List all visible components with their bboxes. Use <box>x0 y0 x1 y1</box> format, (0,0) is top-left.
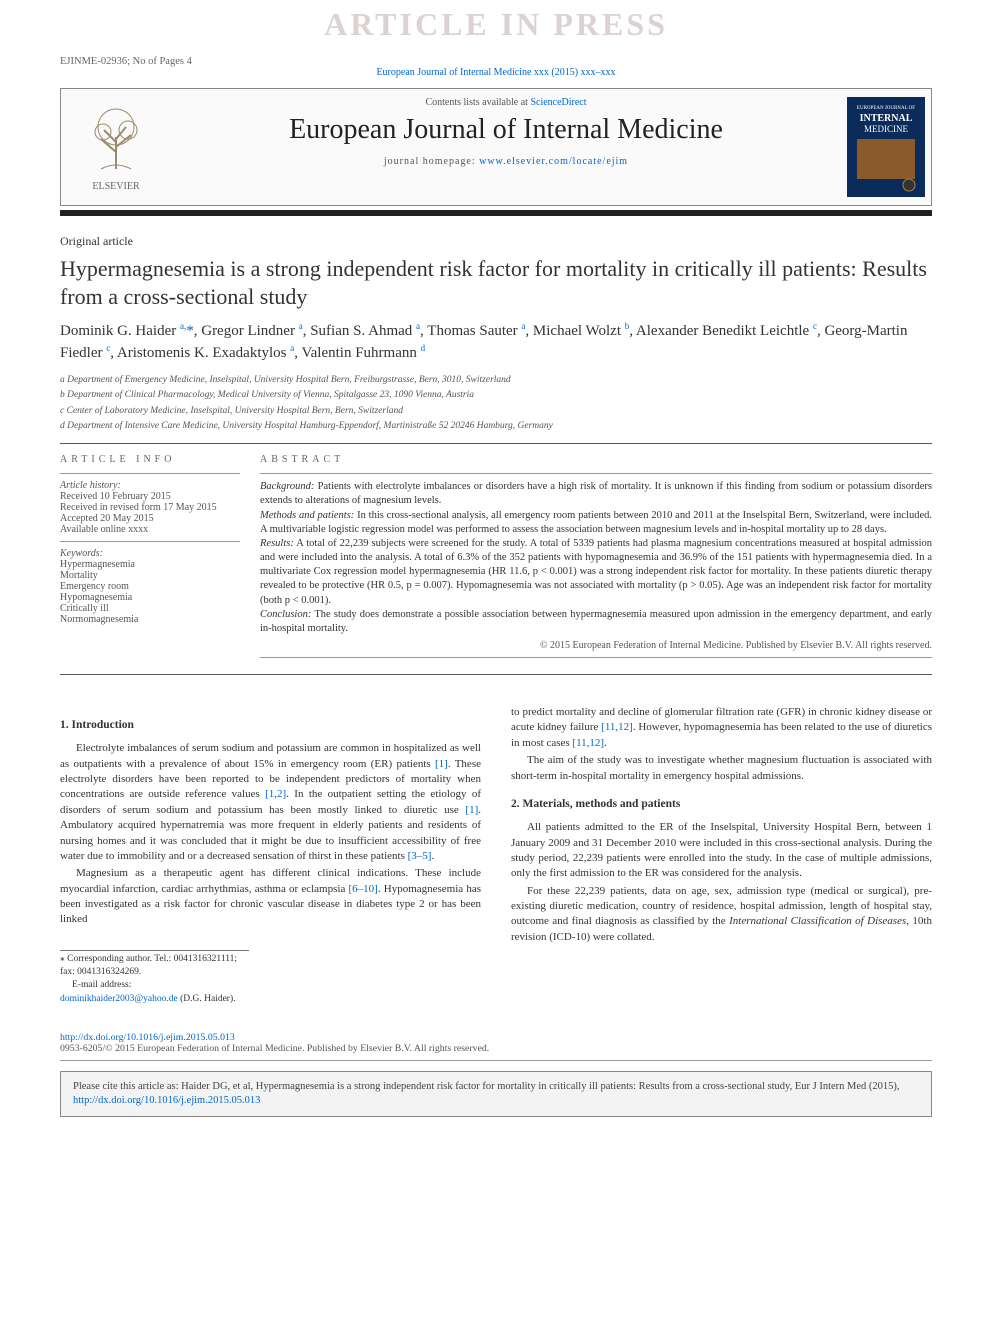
keyword-list: HypermagnesemiaMortalityEmergency roomHy… <box>60 559 240 625</box>
abs-conclusion-text: The study does demonstrate a possible as… <box>260 609 932 634</box>
abs-methods-text: In this cross-sectional analysis, all em… <box>260 510 932 535</box>
svg-text:MEDICINE: MEDICINE <box>864 124 908 134</box>
email-label: E-mail address: <box>72 980 131 990</box>
thin-rule <box>260 473 932 474</box>
article-info: ARTICLE INFO Article history: Received 1… <box>60 454 260 664</box>
corresponding-email[interactable]: dominikhaider2003@yahoo.de <box>60 994 178 1004</box>
cite-doi-link[interactable]: http://dx.doi.org/10.1016/j.ejim.2015.05… <box>73 1095 260 1106</box>
abstract: ABSTRACT Background: Patients with elect… <box>260 454 932 664</box>
cover-thumbnail-icon: EUROPEAN JOURNAL OF INTERNAL MEDICINE <box>847 97 925 197</box>
corresponding-author: ⁎ Corresponding author. Tel.: 0041316321… <box>60 950 249 1006</box>
abs-background-text: Patients with electrolyte imbalances or … <box>260 481 932 506</box>
body-p4: All patients admitted to the ER of the I… <box>511 820 932 882</box>
publisher-logo: ELSEVIER <box>61 89 171 205</box>
author-list: Dominik G. Haider a,*, Gregor Lindner a,… <box>60 320 932 364</box>
history-item: Received in revised form 17 May 2015 <box>60 502 240 513</box>
history-item: Accepted 20 May 2015 <box>60 513 240 524</box>
rule <box>60 443 932 444</box>
article-title: Hypermagnesemia is a strong independent … <box>60 255 932 310</box>
journal-title: European Journal of Internal Medicine <box>175 114 837 146</box>
affiliation: d Department of Intensive Care Medicine,… <box>60 420 932 433</box>
section-heading-methods: 2. Materials, methods and patients <box>511 796 932 812</box>
doi-link[interactable]: http://dx.doi.org/10.1016/j.ejim.2015.05… <box>60 1032 235 1043</box>
abs-label-methods: Methods and patients: <box>260 510 354 521</box>
history-list: Received 10 February 2015Received in rev… <box>60 491 240 535</box>
keyword: Normomagnesemia <box>60 614 240 625</box>
masthead-center: Contents lists available at ScienceDirec… <box>171 89 841 205</box>
cite-text: Please cite this article as: Haider DG, … <box>73 1081 900 1092</box>
journal-masthead: ELSEVIER Contents lists available at Sci… <box>60 88 932 206</box>
affiliation: b Department of Clinical Pharmacology, M… <box>60 389 932 402</box>
body-p2-cont: to predict mortality and decline of glom… <box>511 705 932 751</box>
history-label: Article history: <box>60 480 240 491</box>
corresponding-label: ⁎ Corresponding author. Tel.: 0041316321… <box>60 953 249 980</box>
thin-rule <box>260 657 932 658</box>
journal-cover: EUROPEAN JOURNAL OF INTERNAL MEDICINE <box>841 89 931 205</box>
affiliation: c Center of Laboratory Medicine, Inselsp… <box>60 405 932 418</box>
history-item: Available online xxxx <box>60 524 240 535</box>
keyword: Hypomagnesemia <box>60 592 240 603</box>
abstract-results: Results: A total of 22,239 subjects were… <box>260 537 932 608</box>
affiliation-list: a Department of Emergency Medicine, Inse… <box>60 374 932 433</box>
thin-rule <box>60 473 240 474</box>
abstract-methods: Methods and patients: In this cross-sect… <box>260 509 932 537</box>
info-abstract-row: ARTICLE INFO Article history: Received 1… <box>60 454 932 664</box>
svg-text:EUROPEAN JOURNAL OF: EUROPEAN JOURNAL OF <box>857 106 915 111</box>
homepage-label: journal homepage: <box>384 156 479 167</box>
journal-code-line: EJINME-02936; No of Pages 4 <box>60 56 932 67</box>
body-p1: Electrolyte imbalances of serum sodium a… <box>60 741 481 864</box>
abs-results-text: A total of 22,239 subjects were screened… <box>260 538 932 606</box>
abs-label-background: Background: <box>260 481 314 492</box>
keyword: Emergency room <box>60 581 240 592</box>
keywords-label: Keywords: <box>60 548 240 559</box>
affiliation: a Department of Emergency Medicine, Inse… <box>60 374 932 387</box>
section-heading-intro: 1. Introduction <box>60 717 481 733</box>
contents-available: Contents lists available at ScienceDirec… <box>175 97 837 108</box>
keyword: Hypermagnesemia <box>60 559 240 570</box>
body-p3: The aim of the study was to investigate … <box>511 753 932 784</box>
body-p2: Magnesium as a therapeutic agent has dif… <box>60 866 481 928</box>
keyword: Mortality <box>60 570 240 581</box>
abs-label-results: Results: <box>260 538 294 549</box>
abstract-conclusion: Conclusion: The study does demonstrate a… <box>260 608 932 636</box>
page: EJINME-02936; No of Pages 4 European Jou… <box>0 0 992 1137</box>
sciencedirect-link[interactable]: ScienceDirect <box>530 97 586 108</box>
article-type: Original article <box>60 234 932 249</box>
svg-text:INTERNAL: INTERNAL <box>860 113 913 124</box>
abstract-background: Background: Patients with electrolyte im… <box>260 480 932 508</box>
publisher-name: ELSEVIER <box>92 181 140 192</box>
article-info-heading: ARTICLE INFO <box>60 454 240 465</box>
elsevier-tree-icon: ELSEVIER <box>71 97 161 197</box>
rule <box>60 674 932 675</box>
homepage-link[interactable]: www.elsevier.com/locate/ejim <box>479 156 628 167</box>
masthead-divider <box>60 210 932 216</box>
thin-rule <box>60 541 240 542</box>
citation-box: Please cite this article as: Haider DG, … <box>60 1071 932 1117</box>
abstract-heading: ABSTRACT <box>260 454 932 465</box>
issn-line: 0953-6205/© 2015 European Federation of … <box>60 1043 932 1054</box>
footer: http://dx.doi.org/10.1016/j.ejim.2015.05… <box>60 1032 932 1117</box>
available-text: Contents lists available at <box>425 97 530 108</box>
journal-homepage: journal homepage: www.elsevier.com/locat… <box>175 156 837 167</box>
article-body: 1. Introduction Electrolyte imbalances o… <box>60 705 932 1006</box>
journal-reference[interactable]: European Journal of Internal Medicine xx… <box>60 67 932 78</box>
corresponding-name-tail: (D.G. Haider). <box>178 994 236 1004</box>
thin-rule <box>60 1060 932 1061</box>
history-item: Received 10 February 2015 <box>60 491 240 502</box>
keyword: Critically ill <box>60 603 240 614</box>
abstract-copyright: © 2015 European Federation of Internal M… <box>260 640 932 651</box>
body-p5: For these 22,239 patients, data on age, … <box>511 884 932 946</box>
abs-label-conclusion: Conclusion: <box>260 609 311 620</box>
